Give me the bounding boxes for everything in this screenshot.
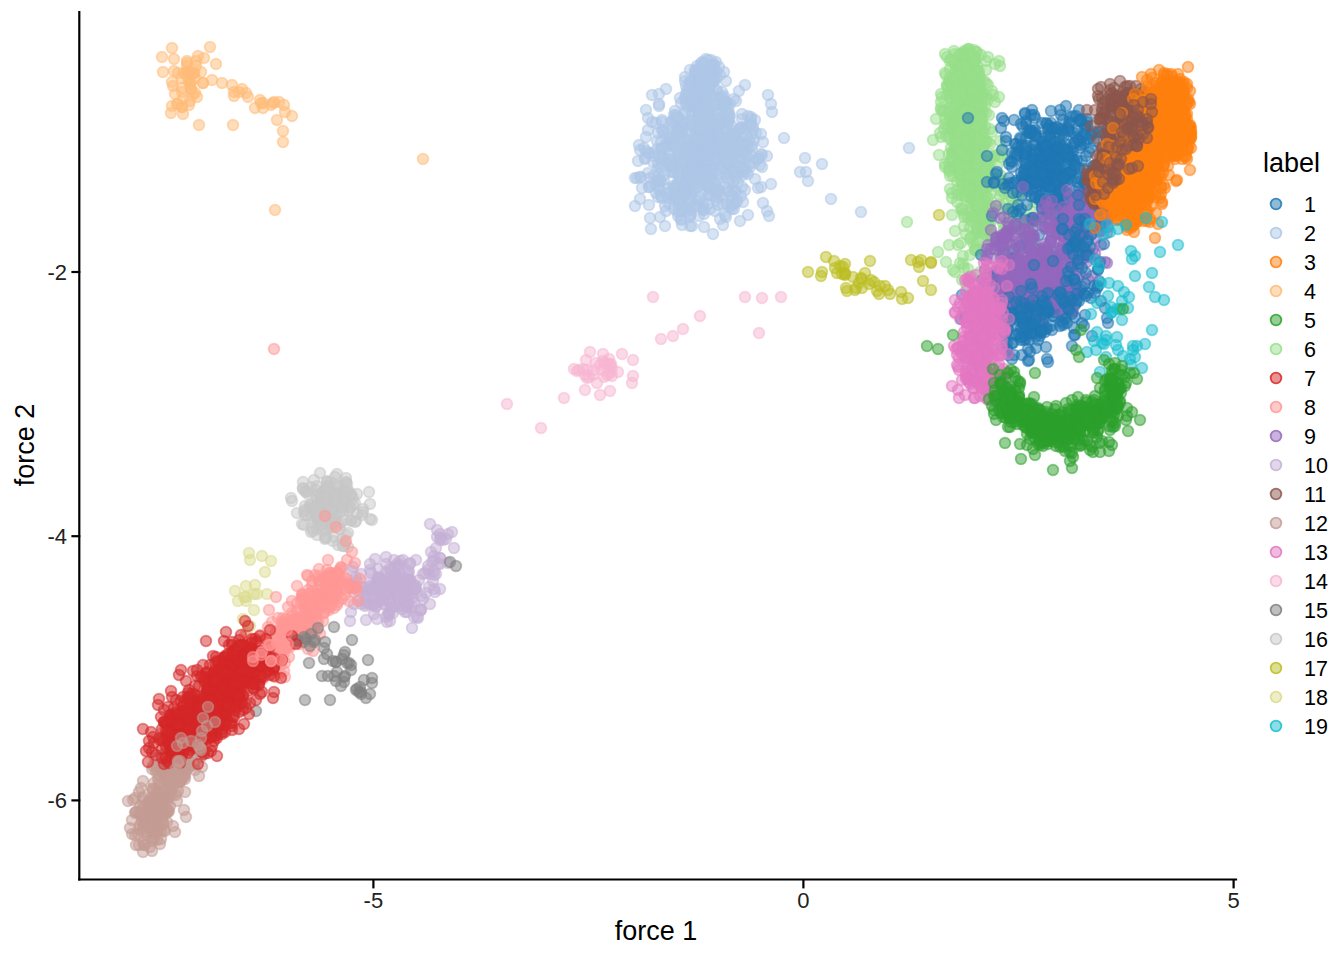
svg-text:-2: -2 xyxy=(47,260,67,285)
svg-text:19: 19 xyxy=(1304,715,1328,739)
svg-text:7: 7 xyxy=(1304,367,1316,391)
svg-text:1: 1 xyxy=(1304,193,1316,217)
svg-text:5: 5 xyxy=(1304,309,1316,333)
svg-text:6: 6 xyxy=(1304,338,1316,362)
svg-text:17: 17 xyxy=(1304,657,1328,681)
svg-text:0: 0 xyxy=(797,888,809,913)
svg-text:-5: -5 xyxy=(364,888,384,913)
svg-text:15: 15 xyxy=(1304,599,1328,623)
svg-text:8: 8 xyxy=(1304,396,1316,420)
svg-text:3: 3 xyxy=(1304,251,1316,275)
svg-text:18: 18 xyxy=(1304,686,1328,710)
svg-text:-6: -6 xyxy=(47,788,67,813)
svg-text:13: 13 xyxy=(1304,541,1328,565)
svg-text:label: label xyxy=(1263,148,1320,178)
svg-text:16: 16 xyxy=(1304,628,1328,652)
svg-text:14: 14 xyxy=(1304,570,1328,594)
svg-text:9: 9 xyxy=(1304,425,1316,449)
svg-text:12: 12 xyxy=(1304,512,1328,536)
svg-text:10: 10 xyxy=(1304,454,1328,478)
svg-text:4: 4 xyxy=(1304,280,1316,304)
svg-text:5: 5 xyxy=(1227,888,1239,913)
svg-text:2: 2 xyxy=(1304,222,1316,246)
svg-text:-4: -4 xyxy=(47,524,67,549)
svg-text:force 2: force 2 xyxy=(10,404,40,487)
svg-text:11: 11 xyxy=(1304,483,1326,507)
svg-text:force 1: force 1 xyxy=(615,916,698,946)
